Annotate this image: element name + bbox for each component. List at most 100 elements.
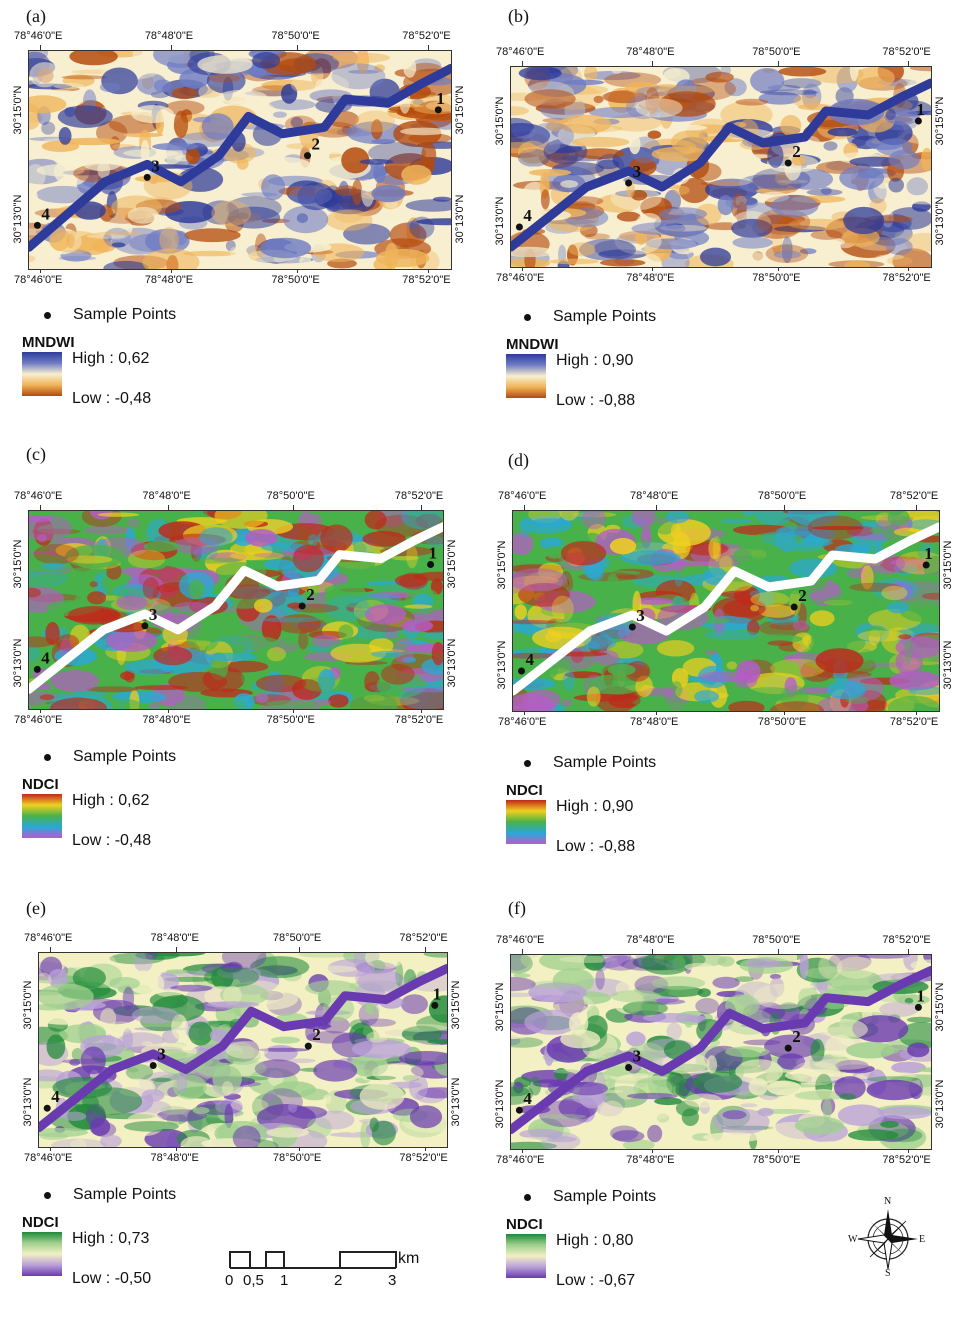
sample-point <box>33 665 41 673</box>
longitude-label: 78°48'0"E <box>630 716 679 728</box>
latitude-label: 30°15'0"N <box>496 540 508 590</box>
scale-tick-0: 0 <box>225 1272 234 1289</box>
longitude-label: 78°48'0"E <box>626 934 675 946</box>
longitude-label: 78°50'0"E <box>266 490 315 502</box>
sample-point-label: 1 <box>924 544 933 563</box>
raster-map: 1 2 3 4 <box>38 952 448 1148</box>
longitude-label: 78°52'0"E <box>402 30 451 42</box>
map-panel: (e) 78°46'0"E 78°46'0"E 78°48'0"E 78°48'0"E 7… <box>8 898 478 1328</box>
longitude-label: 78°50'0"E <box>757 716 807 728</box>
axis-tick <box>420 708 422 713</box>
sample-point-label: 1 <box>429 544 438 563</box>
latitude-label: 30°15'0"N <box>942 540 954 590</box>
longitude-label: 78°52'0"E <box>394 490 444 502</box>
longitude-label: 78°48'0"E <box>144 274 194 286</box>
sample-point-icon <box>524 759 531 767</box>
compass-n-label: N <box>884 1196 892 1207</box>
axis-tick <box>522 61 523 66</box>
sample-point <box>625 179 633 187</box>
axis-tick <box>522 266 523 271</box>
longitude-label: 78°46'0"E <box>14 30 63 42</box>
legend-sample-points: Sample Points <box>44 748 176 766</box>
compass-e-label: E <box>919 1234 926 1245</box>
latitude-label: 30°15'0"N <box>934 982 946 1032</box>
panel-label: (b) <box>508 6 529 26</box>
scale-tick-0-5: 0,5 <box>243 1272 264 1289</box>
sample-point <box>914 1003 922 1011</box>
scale-bar: km 0 0,5 1 2 3 <box>225 1246 428 1290</box>
legend-color-ramp <box>506 354 546 398</box>
sample-point-label: 1 <box>433 984 442 1003</box>
legend-index-title: NDCI <box>506 1216 543 1233</box>
axis-tick <box>778 61 780 66</box>
legend-sample-points: Sample Points <box>44 306 176 324</box>
sample-point <box>784 159 792 167</box>
sample-point <box>304 152 311 160</box>
sample-point-label: 2 <box>792 142 801 161</box>
axis-tick <box>656 505 658 510</box>
legend-color-ramp <box>506 1234 546 1278</box>
legend-high-value: High : 0,80 <box>556 1232 634 1249</box>
longitude-label: 78°52'0"E <box>882 1154 931 1166</box>
sample-point-label: 4 <box>523 206 532 225</box>
longitude-label: 78°50'0"E <box>271 30 320 42</box>
longitude-label: 78°50'0"E <box>752 1154 801 1166</box>
sample-point-label: 4 <box>51 1087 60 1106</box>
axis-tick <box>297 45 299 50</box>
sample-point <box>431 1001 439 1009</box>
axis-tick <box>297 268 299 273</box>
sample-point-label: 4 <box>526 650 535 669</box>
sample-point <box>304 1042 312 1050</box>
legend-low-value: Low : -0,48 <box>72 832 152 849</box>
axis-tick <box>168 505 170 510</box>
latitude-label: 30°15'0"N <box>934 96 946 146</box>
axis-tick <box>522 1148 523 1153</box>
sample-point-label: 3 <box>151 156 160 175</box>
sample-point-label: 2 <box>306 585 315 604</box>
sample-point <box>628 623 636 631</box>
sample-point <box>784 1044 792 1052</box>
legend-color-ramp <box>506 800 546 844</box>
legend-sample-label: Sample Points <box>73 306 177 323</box>
axis-tick <box>652 1148 654 1153</box>
raster-map: 1 2 3 4 <box>510 66 932 268</box>
sample-point-icon <box>44 1191 51 1199</box>
axis-tick <box>656 710 658 715</box>
sample-point <box>518 667 525 675</box>
longitude-label: 78°52'0"E <box>889 716 939 728</box>
longitude-label: 78°46'0"E <box>14 714 63 726</box>
longitude-label: 78°52'0"E <box>402 274 451 286</box>
axis-tick <box>420 505 422 510</box>
latitude-label: 30°13'0"N <box>454 194 466 244</box>
axis-tick <box>652 61 654 66</box>
legend-color-ramp <box>22 1232 62 1276</box>
longitude-label: 78°46'0"E <box>496 272 545 284</box>
sample-point <box>434 106 442 114</box>
sample-point-icon <box>44 311 51 319</box>
axis-tick <box>428 45 430 50</box>
panel-label: (c) <box>26 444 46 464</box>
legend-sample-points: Sample Points <box>44 1186 176 1204</box>
sample-point <box>625 1064 633 1071</box>
legend-high-value: High : 0,62 <box>72 350 150 367</box>
axis-tick <box>292 505 294 510</box>
axis-tick <box>298 1146 300 1151</box>
latitude-label: 30°13'0"N <box>446 638 458 688</box>
sample-point <box>149 1062 157 1069</box>
sample-point <box>43 1104 51 1112</box>
axis-tick <box>50 1146 51 1151</box>
map-panel: (f) 78°46'0"E 78°46'0"E 78°48'0"E 78°48'0"E 7… <box>490 898 960 1328</box>
legend-color-ramp <box>22 794 62 838</box>
latitude-label: 30°13'0"N <box>934 1079 946 1129</box>
legend-sample-label: Sample Points <box>553 754 657 771</box>
sample-point-label: 2 <box>312 1025 321 1044</box>
longitude-label: 78°50'0"E <box>752 934 801 946</box>
longitude-label: 78°52'0"E <box>399 932 448 944</box>
latitude-label: 30°15'0"N <box>454 85 466 135</box>
sample-point <box>790 603 798 611</box>
axis-tick <box>778 1148 780 1153</box>
legend-high-value: High : 0,90 <box>556 352 634 369</box>
longitude-label: 78°46'0"E <box>24 932 73 944</box>
longitude-label: 78°46'0"E <box>496 934 545 946</box>
latitude-label: 30°13'0"N <box>494 1079 506 1129</box>
